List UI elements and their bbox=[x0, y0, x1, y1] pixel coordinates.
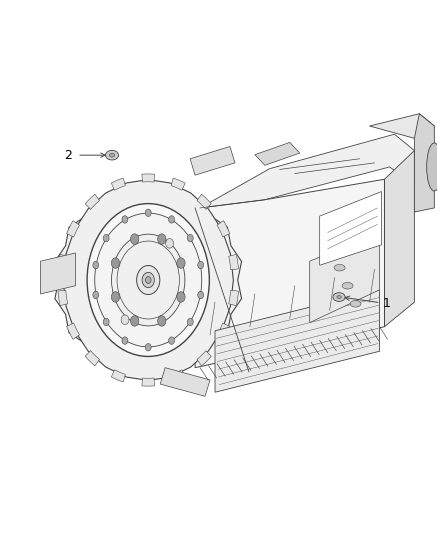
Polygon shape bbox=[111, 178, 125, 190]
Ellipse shape bbox=[131, 316, 139, 326]
Polygon shape bbox=[67, 221, 79, 237]
Ellipse shape bbox=[427, 143, 438, 191]
Polygon shape bbox=[195, 134, 414, 237]
Ellipse shape bbox=[87, 204, 209, 357]
Ellipse shape bbox=[110, 153, 115, 157]
Polygon shape bbox=[171, 370, 185, 382]
Polygon shape bbox=[195, 179, 385, 368]
Polygon shape bbox=[190, 147, 235, 175]
Polygon shape bbox=[58, 290, 68, 306]
Ellipse shape bbox=[337, 295, 341, 298]
Polygon shape bbox=[229, 290, 239, 306]
Ellipse shape bbox=[131, 234, 139, 244]
Ellipse shape bbox=[166, 239, 173, 248]
Ellipse shape bbox=[145, 344, 151, 351]
Ellipse shape bbox=[350, 301, 361, 307]
Text: 1: 1 bbox=[383, 297, 391, 310]
Polygon shape bbox=[160, 368, 210, 397]
Polygon shape bbox=[215, 290, 379, 392]
Polygon shape bbox=[111, 370, 125, 382]
Polygon shape bbox=[255, 142, 300, 165]
Ellipse shape bbox=[111, 292, 120, 302]
Ellipse shape bbox=[198, 261, 204, 269]
Ellipse shape bbox=[169, 337, 174, 344]
Polygon shape bbox=[58, 254, 68, 270]
Ellipse shape bbox=[137, 265, 160, 295]
Ellipse shape bbox=[158, 316, 166, 326]
Ellipse shape bbox=[111, 258, 120, 268]
Polygon shape bbox=[171, 178, 185, 190]
Ellipse shape bbox=[121, 315, 129, 325]
Polygon shape bbox=[310, 232, 379, 322]
Ellipse shape bbox=[122, 337, 128, 344]
Ellipse shape bbox=[122, 216, 128, 223]
Polygon shape bbox=[197, 351, 211, 366]
Ellipse shape bbox=[333, 293, 345, 302]
Polygon shape bbox=[229, 254, 239, 270]
Ellipse shape bbox=[158, 234, 166, 244]
Ellipse shape bbox=[93, 261, 99, 269]
Ellipse shape bbox=[177, 292, 185, 302]
Polygon shape bbox=[217, 323, 230, 340]
Ellipse shape bbox=[142, 272, 154, 288]
Ellipse shape bbox=[187, 235, 193, 242]
Ellipse shape bbox=[145, 209, 151, 216]
Polygon shape bbox=[370, 114, 434, 138]
Polygon shape bbox=[414, 114, 434, 212]
Ellipse shape bbox=[103, 235, 109, 242]
Ellipse shape bbox=[198, 291, 204, 298]
Ellipse shape bbox=[187, 318, 193, 326]
Polygon shape bbox=[142, 174, 155, 182]
Polygon shape bbox=[41, 253, 75, 294]
Polygon shape bbox=[55, 187, 242, 374]
Ellipse shape bbox=[112, 234, 185, 326]
Text: 2: 2 bbox=[64, 149, 72, 161]
Ellipse shape bbox=[334, 264, 345, 271]
Ellipse shape bbox=[177, 258, 185, 268]
Polygon shape bbox=[142, 378, 155, 386]
Ellipse shape bbox=[103, 318, 109, 326]
Polygon shape bbox=[67, 323, 79, 340]
Ellipse shape bbox=[95, 213, 202, 347]
Polygon shape bbox=[217, 221, 230, 237]
Polygon shape bbox=[85, 194, 99, 209]
Polygon shape bbox=[320, 191, 381, 265]
Polygon shape bbox=[85, 351, 99, 366]
Ellipse shape bbox=[106, 150, 119, 160]
Ellipse shape bbox=[145, 277, 151, 284]
Polygon shape bbox=[197, 194, 211, 209]
Ellipse shape bbox=[169, 216, 174, 223]
Polygon shape bbox=[385, 151, 414, 327]
Ellipse shape bbox=[342, 282, 353, 289]
Polygon shape bbox=[63, 180, 233, 381]
Ellipse shape bbox=[93, 291, 99, 298]
